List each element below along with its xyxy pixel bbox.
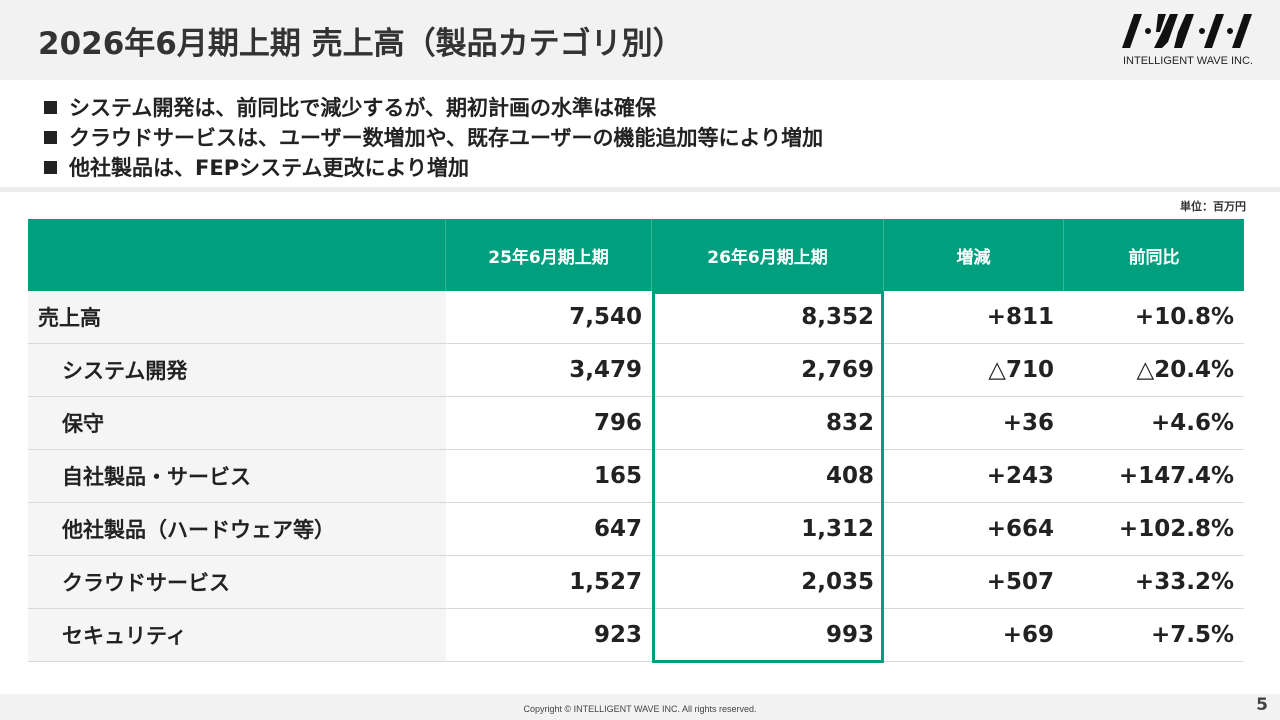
header-cell-diff: 増減 [884,219,1064,291]
table-row: システム開発 3,479 2,769 △710 △20.4% [28,344,1244,397]
cell-diff: +664 [986,516,1054,542]
square-bullet-icon [44,131,57,144]
header-cell-prev-period: 25年6月期上期 [446,219,652,291]
row-label: 売上高 [28,291,446,343]
cell-ratio: +102.8% [1118,516,1234,542]
cell-curr: 2,035 [801,569,874,595]
slide-footer [0,694,1280,720]
slide-header: 2026年6月期上期 売上高（製品カテゴリ別） INTELLIGENT WAVE… [0,0,1280,80]
square-bullet-icon [44,161,57,174]
bullet-text: 他社製品は、FEPシステム更改により増加 [69,156,470,180]
table-row: クラウドサービス 1,527 2,035 +507 +33.2% [28,556,1244,609]
cell-prev: 7,540 [569,304,642,330]
cell-ratio: +10.8% [1134,304,1234,330]
row-label: 保守 [28,397,446,449]
cell-diff: +811 [986,304,1054,330]
cell-prev: 1,527 [569,569,642,595]
section-divider [0,187,1280,192]
slide-title: 2026年6月期上期 売上高（製品カテゴリ別） [38,26,684,62]
cell-ratio: +147.4% [1118,463,1234,489]
cell-ratio: △20.4% [1136,357,1234,383]
cell-diff: +243 [986,463,1054,489]
copyright-text: Copyright © INTELLIGENT WAVE INC. All ri… [523,704,757,714]
cell-ratio: +4.6% [1150,410,1234,436]
iwi-logo-mark-icon [1122,14,1252,48]
cell-curr: 993 [825,622,874,648]
bullet-text: システム開発は、前同比で減少するが、期初計画の水準は確保 [69,96,656,120]
page-number: 5 [1256,695,1268,715]
company-logo: INTELLIGENT WAVE INC. [1118,12,1258,72]
cell-ratio: +7.5% [1150,622,1234,648]
cell-prev: 796 [593,410,642,436]
cell-diff: △710 [988,357,1054,383]
unit-label: 単位：百万円 [1180,200,1246,213]
bullet-text: クラウドサービスは、ユーザー数増加や、既存ユーザーの機能追加等により増加 [69,126,824,150]
sales-table: 25年6月期上期 26年6月期上期 増減 前同比 売上高 7,540 8,352… [28,219,1244,663]
cell-ratio: +33.2% [1134,569,1234,595]
table-header: 25年6月期上期 26年6月期上期 増減 前同比 [28,219,1244,291]
bullet-item: 他社製品は、FEPシステム更改により増加 [44,154,823,184]
logo-wordmark: INTELLIGENT WAVE INC. [1123,55,1253,67]
cell-curr: 2,769 [801,357,874,383]
row-label: 他社製品（ハードウェア等） [28,503,446,555]
table-row: 他社製品（ハードウェア等） 647 1,312 +664 +102.8% [28,503,1244,556]
table-row: セキュリティ 923 993 +69 +7.5% [28,609,1244,662]
cell-prev: 3,479 [569,357,642,383]
row-label: 自社製品・サービス [28,450,446,502]
cell-prev: 647 [593,516,642,542]
summary-bullets: システム開発は、前同比で減少するが、期初計画の水準は確保 クラウドサービスは、ユ… [44,94,823,184]
table-row: 自社製品・サービス 165 408 +243 +147.4% [28,450,1244,503]
cell-curr: 832 [825,410,874,436]
header-cell-ratio: 前同比 [1128,247,1180,268]
table-row-total: 売上高 7,540 8,352 +811 +10.8% [28,291,1244,344]
cell-diff: +69 [1002,622,1054,648]
cell-diff: +507 [986,569,1054,595]
cell-prev: 923 [593,622,642,648]
bullet-item: システム開発は、前同比で減少するが、期初計画の水準は確保 [44,94,823,124]
cell-curr: 1,312 [801,516,874,542]
header-cell-category [28,219,446,291]
bullet-item: クラウドサービスは、ユーザー数増加や、既存ユーザーの機能追加等により増加 [44,124,823,154]
cell-diff: +36 [1002,410,1054,436]
row-label: クラウドサービス [28,556,446,608]
row-label: システム開発 [28,344,446,396]
row-label: セキュリティ [28,609,446,661]
cell-curr: 8,352 [801,304,874,330]
header-cell-curr-period: 26年6月期上期 [652,219,884,291]
cell-prev: 165 [593,463,642,489]
square-bullet-icon [44,101,57,114]
cell-curr: 408 [825,463,874,489]
table-row: 保守 796 832 +36 +4.6% [28,397,1244,450]
